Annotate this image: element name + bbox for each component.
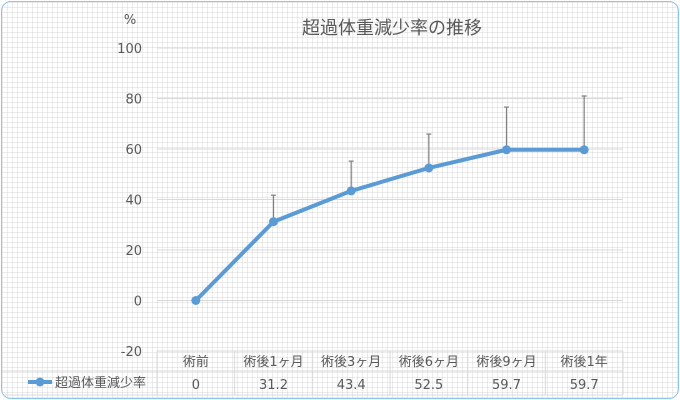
category-label: 術後3ヶ月 (321, 355, 381, 370)
legend-label: 超過体重減少率 (55, 375, 146, 391)
series-line (194, 147, 585, 302)
data-point (424, 163, 434, 173)
y-tick-label: 100 (117, 42, 142, 57)
table-value: 43.4 (337, 378, 366, 393)
data-point (502, 145, 511, 155)
category-label: 術後6ヶ月 (399, 355, 459, 370)
chart-title: 超過体重減少率の推移 (302, 18, 482, 39)
data-point (191, 296, 201, 305)
y-tick-label: -20 (121, 345, 142, 360)
y-tick-label: 0 (134, 295, 142, 310)
category-label: 術後9ヶ月 (476, 355, 536, 370)
table-value: 0 (192, 378, 200, 393)
legend-marker (35, 377, 45, 387)
data-point (269, 217, 278, 227)
table-value: 59.7 (492, 378, 521, 393)
y-tick-label: 20 (125, 244, 142, 259)
data-point (346, 186, 356, 196)
y-axis-label: % (124, 13, 136, 28)
y-tick-label: 60 (125, 143, 142, 158)
data-point (579, 145, 589, 155)
category-label: 術後1年 (561, 355, 608, 370)
table-value: 52.5 (414, 378, 443, 393)
category-label: 術前 (183, 354, 209, 370)
legend: 超過体重減少率 (28, 375, 146, 391)
table-value: 31.2 (259, 378, 288, 393)
y-tick-label: 40 (125, 194, 142, 209)
y-tick-label: 80 (125, 93, 142, 108)
category-label: 術後1ヶ月 (243, 355, 303, 370)
table-value: 59.7 (570, 378, 599, 393)
